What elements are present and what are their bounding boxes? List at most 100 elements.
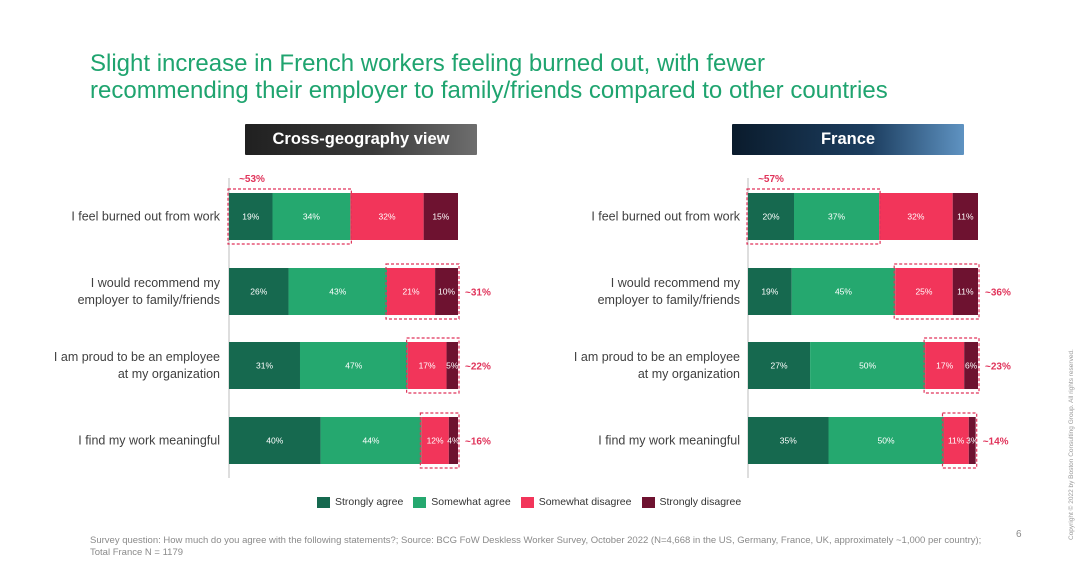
category-label: I am proud to be an employee [574, 350, 740, 364]
data-label: 21% [403, 287, 420, 297]
bar-segment [879, 193, 953, 240]
data-label: 25% [915, 287, 932, 297]
category-label: employer to family/friends [78, 293, 220, 307]
legend-item: Somewhat agree [413, 496, 511, 508]
france-header: France [732, 124, 964, 155]
legend-item: Somewhat disagree [520, 496, 632, 508]
callout-label: ~22% [465, 362, 491, 373]
bar-segment [748, 417, 829, 464]
data-label: 17% [936, 361, 953, 371]
data-label: 32% [379, 212, 396, 222]
data-label: 31% [256, 361, 273, 371]
bar-segment [320, 417, 422, 464]
bar-segment [407, 342, 447, 389]
category-label: I am proud to be an employee [54, 350, 220, 364]
data-label: 37% [828, 212, 845, 222]
legend-label: Somewhat agree [431, 496, 511, 508]
legend-label: Strongly disagree [659, 496, 742, 508]
data-label: 44% [362, 436, 379, 446]
legend-item: Strongly disagree [641, 496, 742, 508]
footnote: Survey question: How much do you agree w… [90, 535, 982, 558]
bar-segment [748, 342, 811, 389]
slide-title: Slight increase in French workers feelin… [90, 50, 1010, 104]
data-label: 50% [877, 436, 894, 446]
data-label: 26% [250, 287, 267, 297]
bar-segment [791, 268, 896, 315]
data-label: 32% [907, 212, 924, 222]
category-label: at my organization [118, 367, 220, 381]
legend-swatch [520, 496, 534, 508]
bar-segment [925, 342, 965, 389]
data-label: 10% [438, 287, 455, 297]
callout-label: ~14% [983, 437, 1009, 448]
bar-segment [446, 342, 458, 389]
data-label: 19% [761, 287, 778, 297]
data-label: 34% [303, 212, 320, 222]
data-label: 11% [957, 212, 974, 222]
category-label: I feel burned out from work [71, 210, 220, 224]
data-label: 47% [345, 361, 362, 371]
data-label: 17% [419, 361, 436, 371]
callout-box [923, 337, 980, 394]
data-label: 5% [446, 361, 459, 371]
callout-box [893, 263, 980, 320]
bar-segment [810, 342, 926, 389]
callout-label: ~23% [985, 362, 1011, 373]
bar-segment [229, 193, 273, 240]
bar-segment [288, 268, 388, 315]
data-label: 12% [427, 436, 444, 446]
data-label: 3% [966, 436, 979, 446]
bar-segment [299, 342, 408, 389]
bar-segment [748, 268, 792, 315]
bar-segment [952, 193, 978, 240]
slide-title-line-1: Slight increase in French workers feelin… [90, 50, 765, 77]
bar-segment [272, 193, 351, 240]
data-label: 20% [762, 212, 779, 222]
category-label: employer to family/friends [598, 293, 740, 307]
bar-segment [229, 268, 289, 315]
bar-segment [435, 268, 458, 315]
callout-label: ~16% [465, 437, 491, 448]
bar-segment [964, 342, 978, 389]
bar-segment [229, 417, 321, 464]
category-label: I would recommend my [91, 276, 221, 290]
data-label: 15% [432, 212, 449, 222]
bar-segment [350, 193, 424, 240]
slide-title-line-2: recommending their employer to family/fr… [90, 77, 888, 104]
page-number: 6 [1016, 529, 1022, 540]
callout-box [746, 188, 881, 245]
data-label: 11% [957, 287, 974, 297]
category-label: I feel burned out from work [591, 210, 740, 224]
cross-geography-header: Cross-geography view [245, 124, 477, 155]
callout-label: ~36% [985, 288, 1011, 299]
legend-label: Somewhat disagree [538, 496, 632, 508]
bar-segment [794, 193, 880, 240]
bar-segment [387, 268, 436, 315]
callout-box [385, 263, 460, 320]
chart-legend: Strongly agree Somewhat agree Somewhat dis… [317, 496, 741, 508]
data-label: 43% [329, 287, 346, 297]
category-label: I find my work meaningful [598, 434, 740, 448]
bar-segment [448, 417, 458, 464]
callout-box [941, 412, 978, 469]
callout-label: ~57% [758, 174, 784, 185]
bar-segment [828, 417, 944, 464]
bar-segment [229, 342, 300, 389]
category-label: at my organization [638, 367, 740, 381]
callout-label: ~31% [465, 288, 491, 299]
callout-label: ~53% [239, 174, 265, 185]
data-label: 40% [266, 436, 283, 446]
legend-swatch [413, 496, 427, 508]
data-label: 45% [835, 287, 852, 297]
bar-segment [895, 268, 953, 315]
callout-box [406, 337, 460, 394]
bar-segment [423, 193, 458, 240]
callout-box [419, 412, 460, 469]
legend-label: Strongly agree [335, 496, 404, 508]
data-label: 19% [242, 212, 259, 222]
bar-segment [421, 417, 449, 464]
legend-swatch [641, 496, 655, 508]
bar-segment [968, 417, 976, 464]
bar-segment [748, 193, 794, 240]
